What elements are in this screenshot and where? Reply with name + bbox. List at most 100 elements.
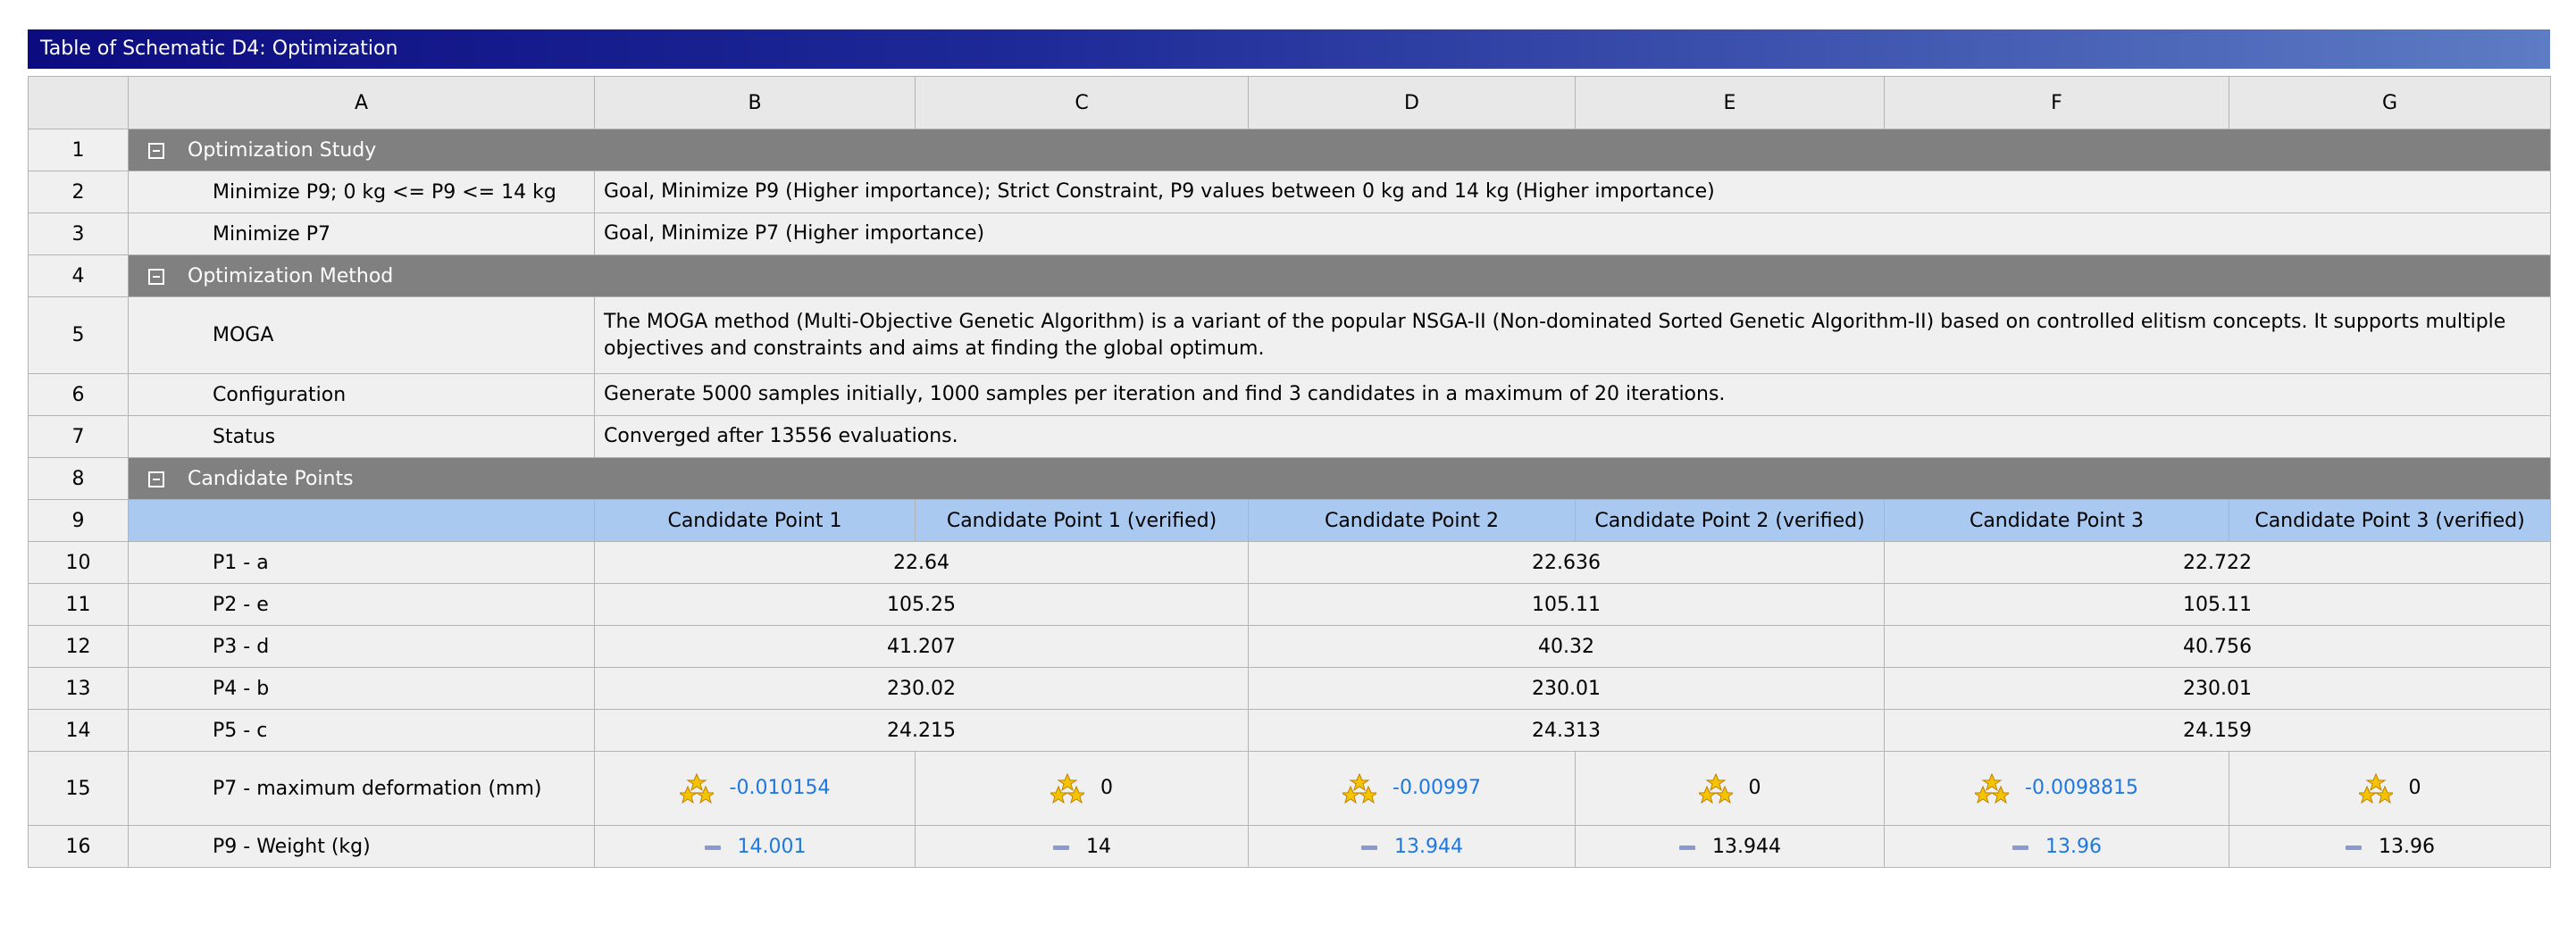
row-label: P9 - Weight (kg) [128, 825, 595, 868]
value: 14 [1086, 835, 1111, 858]
table-row: 12 P3 - d 41.207 40.32 40.756 [28, 625, 2551, 668]
candidate-header: Candidate Point 2 [1248, 499, 1576, 542]
description: Goal, Minimize P9 (Higher importance); S… [594, 171, 2551, 213]
value-cell: 40.32 [1248, 625, 1885, 668]
row-label: Status [128, 415, 595, 458]
value-cell: 13.96 [1884, 825, 2229, 868]
row-label: Minimize P9; 0 kg <= P9 <= 14 kg [128, 171, 595, 213]
candidate-header: Candidate Point 2 (verified) [1575, 499, 1885, 542]
value: 0 [1100, 777, 1113, 799]
description: Converged after 13556 evaluations. [594, 415, 2551, 458]
row-number: 11 [28, 583, 129, 626]
dash-icon [1679, 845, 1695, 850]
table-row: 5 MOGA The MOGA method (Multi-Objective Ge… [28, 296, 2551, 374]
section-title: Optimization Study [188, 138, 377, 162]
row-number: 16 [28, 825, 129, 868]
table-row: 6 Configuration Generate 5000 samples init… [28, 373, 2551, 416]
value: 24.215 [887, 719, 956, 742]
value: 105.11 [1532, 593, 1601, 616]
value-cell: 105.25 [594, 583, 1249, 626]
value-cell: 105.11 [1248, 583, 1885, 626]
value-cell: -0.010154 [594, 751, 916, 826]
value: -0.00997 [1393, 777, 1481, 799]
description: The MOGA method (Multi-Objective Genetic… [594, 296, 2551, 374]
value-cell: 230.01 [1248, 667, 1885, 710]
row-label: P4 - b [128, 667, 595, 710]
value: -0.0098815 [2025, 777, 2138, 799]
value: 41.207 [887, 635, 956, 658]
value: 105.25 [887, 593, 956, 616]
value: 230.01 [1532, 677, 1601, 700]
value: 0 [2408, 777, 2421, 799]
value-cell: 0 [915, 751, 1249, 826]
row-number: 3 [28, 212, 129, 255]
value: 230.02 [887, 677, 956, 700]
value: 22.64 [893, 551, 949, 574]
value: 22.722 [2183, 551, 2252, 574]
table-row: 8 Candidate Points [28, 457, 2551, 500]
table-title: Table of Schematic D4: Optimization [28, 29, 2550, 69]
value: 22.636 [1532, 551, 1601, 574]
value-cell: 14.001 [594, 825, 916, 868]
value-cell: 230.02 [594, 667, 1249, 710]
collapse-icon [148, 268, 164, 285]
value: 13.944 [1712, 835, 1781, 858]
value: 14.001 [737, 835, 807, 858]
column-header: F [1884, 76, 2229, 129]
value-cell: 24.159 [1884, 709, 2551, 752]
dash-icon [1053, 845, 1069, 850]
value-cell: -0.00997 [1248, 751, 1576, 826]
column-header: B [594, 76, 916, 129]
dash-icon [704, 845, 721, 850]
row-number: 15 [28, 751, 129, 826]
column-header: E [1575, 76, 1885, 129]
row-number: 7 [28, 415, 129, 458]
value-cell: 14 [915, 825, 1249, 868]
row-number: 6 [28, 373, 129, 416]
value: 24.159 [2183, 719, 2252, 742]
row-label: MOGA [128, 296, 595, 374]
table-row: 1 Optimization Study [28, 129, 2551, 171]
value-cell: 41.207 [594, 625, 1249, 668]
table-row: 13 P4 - b 230.02 230.01 230.01 [28, 667, 2551, 710]
row-label: P7 - maximum deformation (mm) [128, 751, 595, 826]
star-icon [1048, 772, 1087, 804]
value-cell: 13.944 [1575, 825, 1885, 868]
section-title: Optimization Method [188, 264, 394, 287]
row-label: P1 - a [128, 541, 595, 584]
collapse-icon [148, 471, 164, 487]
row-number: 9 [28, 499, 129, 542]
star-icon [1695, 772, 1735, 804]
row-label: P3 - d [128, 625, 595, 668]
value: 13.96 [2379, 835, 2435, 858]
dash-icon [1361, 845, 1377, 850]
row-number: 10 [28, 541, 129, 584]
value-cell: 0 [2229, 751, 2551, 826]
value-cell: 230.01 [1884, 667, 2551, 710]
candidate-header: Candidate Point 3 [1884, 499, 2229, 542]
row-label: P5 - c [128, 709, 595, 752]
value-cell: -0.0098815 [1884, 751, 2229, 826]
star-icon [676, 772, 716, 804]
table-row: 9 Candidate Point 1 Candidate Point 1 (ver… [28, 499, 2551, 542]
row-number: 12 [28, 625, 129, 668]
value: 40.756 [2183, 635, 2252, 658]
value-cell: 13.96 [2229, 825, 2551, 868]
column-header: A [128, 76, 595, 129]
table-row: 14 P5 - c 24.215 24.313 24.159 [28, 709, 2551, 752]
candidate-header: Candidate Point 3 (verified) [2229, 499, 2551, 542]
table-row: 2 Minimize P9; 0 kg <= P9 <= 14 kg Goal, M… [28, 171, 2551, 213]
candidate-header: Candidate Point 1 [594, 499, 916, 542]
table-row: 7 Status Converged after 13556 evaluations… [28, 415, 2551, 458]
value: 230.01 [2183, 677, 2252, 700]
row-number: 2 [28, 171, 129, 213]
value: 13.96 [2045, 835, 2102, 858]
row-number: 1 [28, 129, 129, 171]
value-cell: 0 [1575, 751, 1885, 826]
row-number: 4 [28, 254, 129, 297]
value-cell: 22.636 [1248, 541, 1885, 584]
column-header: D [1248, 76, 1576, 129]
collapse-icon [148, 142, 164, 159]
blank-cell [128, 499, 595, 542]
